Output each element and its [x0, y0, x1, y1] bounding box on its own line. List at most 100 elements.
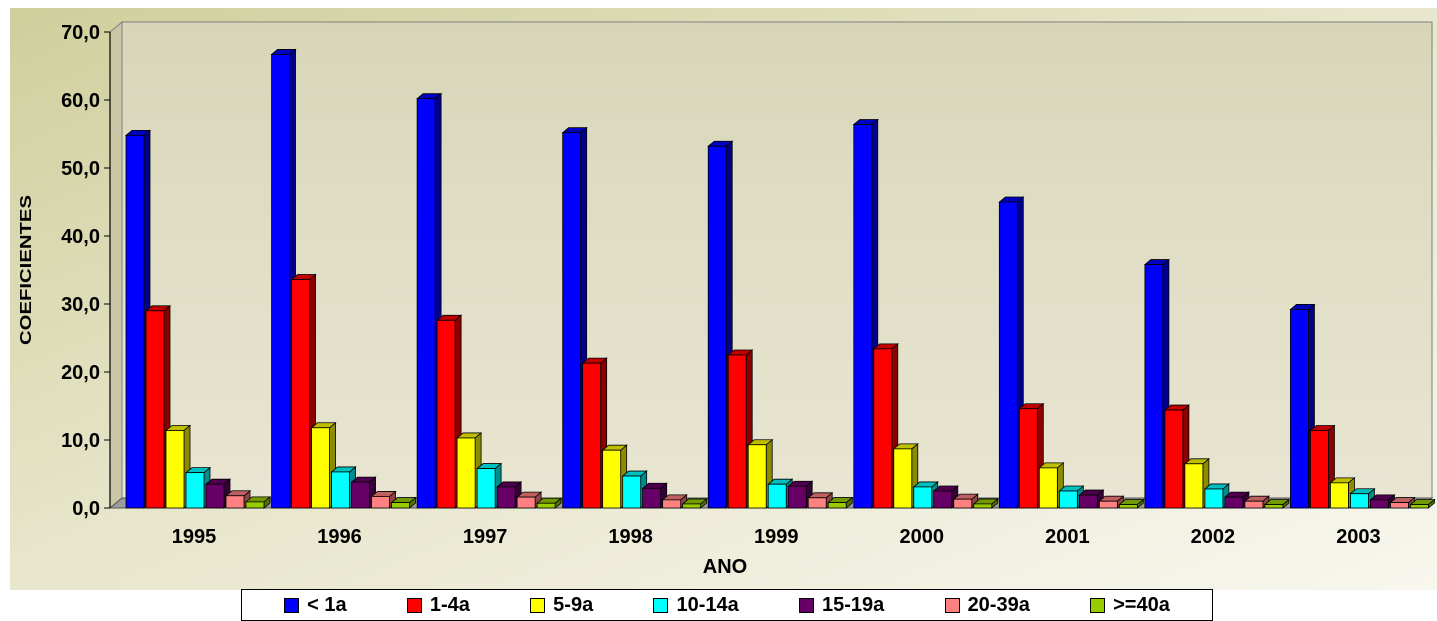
bar-front	[873, 348, 893, 509]
legend-item: < 1a	[284, 593, 347, 617]
legend-label: >=40a	[1113, 593, 1170, 616]
legend: < 1a 1-4a 5-9a 10-14a 15-19a 20-39a >=40a	[241, 589, 1213, 621]
x-tick-label: 1998	[608, 526, 653, 548]
legend-label: < 1a	[307, 593, 347, 616]
bar-front	[1144, 264, 1164, 509]
legend-swatch	[406, 597, 422, 613]
bar-1999-5	[807, 491, 834, 509]
bar-1998-1	[581, 357, 608, 509]
bar-front	[311, 427, 330, 509]
bar-1995-5	[224, 489, 252, 509]
bar-front	[516, 496, 536, 509]
bar-2003-0	[1289, 303, 1316, 509]
bar-front	[1350, 493, 1369, 509]
bar-2003-5	[1389, 496, 1416, 509]
bar-front	[1244, 500, 1264, 509]
bar-front	[1290, 309, 1309, 509]
legend-label: 1-4a	[429, 593, 470, 616]
legend-item: >=40a	[1090, 594, 1170, 617]
legend-swatch	[799, 597, 815, 613]
bar-front	[536, 502, 556, 509]
bar-front	[271, 54, 290, 509]
bar-1998-6	[681, 498, 708, 509]
bar-front	[582, 362, 602, 509]
bar-front	[416, 98, 436, 509]
bar-front	[371, 496, 390, 509]
bars-group	[124, 48, 1436, 509]
bar-front	[973, 503, 993, 509]
legend-swatch	[284, 597, 300, 613]
legend-item: 15-19a	[799, 594, 884, 617]
bar-2001-2	[1038, 462, 1065, 509]
bar-front	[185, 472, 205, 509]
bar-front	[747, 444, 767, 509]
y-axis-title: COEFICIENTES	[18, 195, 35, 345]
y-tick-label: 20,0	[61, 362, 100, 384]
bar-front	[1164, 409, 1184, 509]
bar-2000-1	[872, 343, 899, 509]
bar-1995-2	[164, 424, 192, 509]
bar-2003-1	[1309, 424, 1336, 509]
bar-front	[807, 497, 827, 509]
bar-front	[1204, 488, 1224, 509]
bar-front	[1078, 494, 1098, 509]
bar-2001-1	[1018, 402, 1045, 509]
y-tick-label: 10,0	[61, 430, 100, 452]
legend-swatch	[1090, 597, 1106, 613]
x-tick-label: 1997	[463, 526, 508, 548]
bar-front	[893, 448, 913, 509]
bar-front	[853, 124, 873, 509]
plot-side-wall	[109, 20, 123, 510]
y-tick-label: 30,0	[61, 294, 100, 316]
bar-front	[1184, 463, 1204, 509]
bar-front	[913, 486, 933, 509]
bar-front	[953, 498, 973, 509]
bar-front	[476, 468, 496, 509]
bar-front	[291, 279, 310, 509]
bar-front	[933, 490, 953, 509]
bar-front	[787, 485, 807, 509]
bar-2000-6	[972, 498, 999, 509]
legend-label: 5-9a	[553, 593, 594, 616]
bar-front	[998, 201, 1018, 509]
bar-1995-6	[244, 496, 272, 509]
bar-front	[682, 503, 702, 509]
bar-front	[1330, 482, 1349, 509]
bar-front	[391, 502, 410, 509]
bar-chart: 0,0 10,0 20,0 30,0 40,0 50,0 60,0 70,0 1995 1996 1…	[10, 8, 1437, 590]
bar-front	[727, 354, 747, 509]
bar-front	[1410, 504, 1429, 509]
bar-front	[602, 449, 622, 509]
bar-front	[456, 437, 476, 509]
y-tick-label: 70,0	[61, 22, 100, 44]
bar-front	[1118, 504, 1138, 509]
legend-item: 5-9a	[530, 594, 593, 617]
bar-2001-5	[1098, 495, 1125, 509]
bar-front	[125, 134, 145, 509]
bar-front	[622, 475, 642, 509]
bar-front	[1098, 500, 1118, 509]
bar-1999-6	[827, 496, 854, 509]
bar-1997-1	[436, 314, 463, 509]
bar-front	[1310, 430, 1329, 509]
legend-label: 20-39a	[967, 593, 1030, 616]
bar-1997-4	[496, 481, 523, 509]
y-tick-label: 60,0	[61, 90, 100, 112]
bar-front	[496, 486, 516, 509]
bar-2002-6	[1263, 498, 1290, 509]
bar-front	[827, 502, 847, 509]
legend-swatch	[530, 597, 546, 613]
legend-swatch	[944, 597, 960, 613]
legend-label: 10-14a	[676, 593, 739, 616]
x-tick-label: 1999	[754, 526, 799, 548]
bar-1996-5	[370, 490, 397, 509]
bar-1995-1	[144, 304, 172, 509]
bar-2002-1	[1163, 404, 1190, 509]
bar-front	[642, 487, 662, 509]
bar-2001-6	[1118, 498, 1145, 509]
bar-2000-5	[952, 493, 979, 509]
bar-front	[1224, 496, 1244, 509]
bar-front	[662, 499, 682, 509]
legend-item: 20-39a	[944, 593, 1030, 617]
bar-2003-3	[1349, 487, 1376, 509]
